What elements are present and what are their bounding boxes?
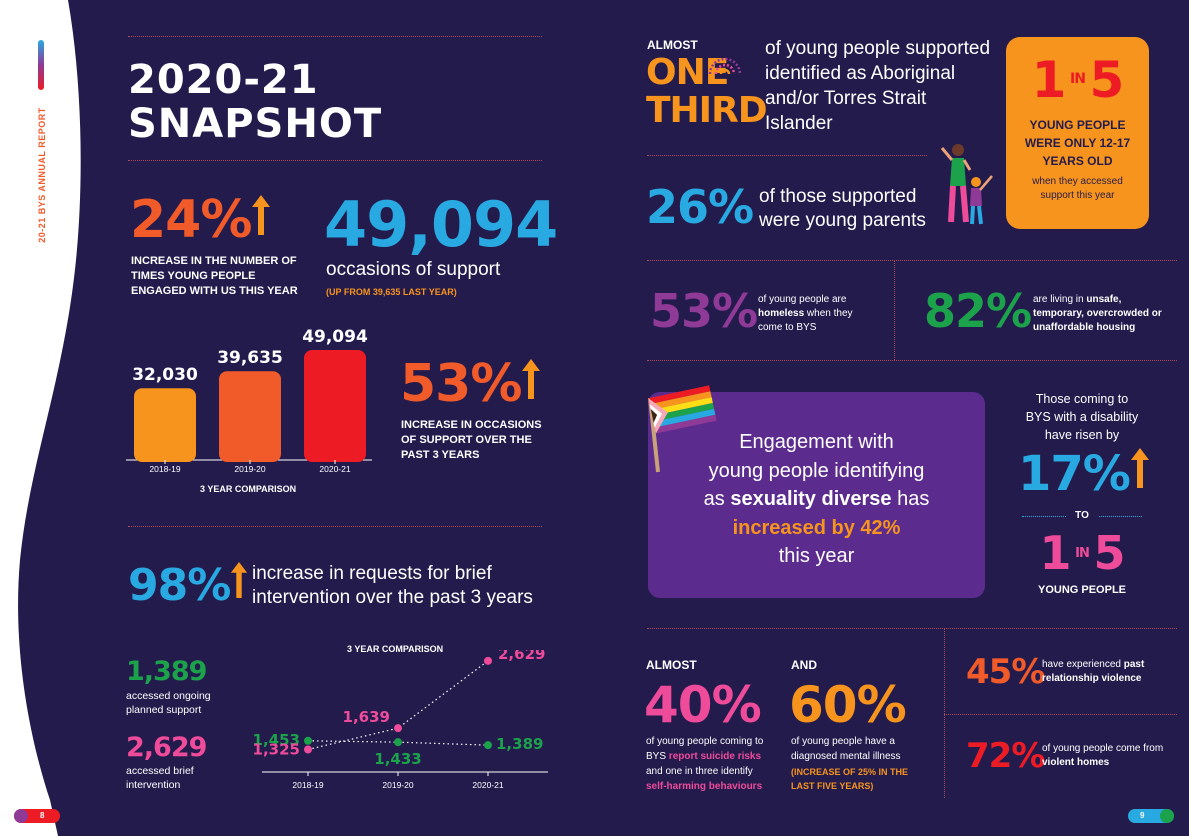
stat-45-value: 45% bbox=[966, 652, 1045, 692]
stat-40-almost: ALMOST bbox=[646, 658, 697, 672]
one-in-five-caps: YOUNG PEOPLE WERE ONLY 12-17 YEARS OLD bbox=[1024, 118, 1131, 168]
stat-53-right-desc: of young people are homeless when they c… bbox=[758, 294, 853, 333]
bar-category-label: 2018-19 bbox=[149, 464, 180, 474]
divider bbox=[894, 260, 895, 360]
line-point bbox=[394, 724, 402, 733]
stat-60-desc: of young people have a diagnosed mental … bbox=[791, 736, 901, 762]
line-point-label: 1,639 bbox=[343, 708, 390, 726]
bar-2018-19 bbox=[134, 388, 196, 462]
up-arrow-icon bbox=[252, 195, 271, 235]
divider bbox=[647, 155, 927, 156]
line-point-label: 1,433 bbox=[374, 750, 421, 768]
disability-to: TO bbox=[1066, 510, 1098, 521]
bar-value-label: 49,094 bbox=[302, 327, 368, 347]
stat-1389-desc: accessed ongoing planned support bbox=[126, 690, 211, 716]
up-arrow-icon bbox=[522, 359, 541, 399]
stat-49094-value: 49,094 bbox=[324, 188, 558, 261]
stat-40-value: 40% bbox=[644, 676, 762, 734]
stat-53-left-value: 53% bbox=[400, 356, 541, 412]
bar-category-label: 2020-21 bbox=[319, 464, 350, 474]
divider bbox=[647, 260, 1177, 261]
one-in-five-numbers: 1 IN 5 bbox=[1031, 51, 1125, 109]
stat-1389-value: 1,389 bbox=[126, 656, 207, 687]
divider bbox=[647, 360, 1177, 361]
divider bbox=[128, 160, 542, 161]
stat-26-desc: of those supported were young parents bbox=[759, 186, 926, 231]
young-parent-illustration bbox=[940, 144, 993, 225]
pride-flag-icon bbox=[648, 385, 717, 473]
line-point-label: 1,325 bbox=[253, 741, 300, 759]
stat-53-right-value: 53% bbox=[650, 284, 758, 338]
one-in-five-box bbox=[1006, 37, 1149, 229]
stat-49094-sub: (UP FROM 39,635 LAST YEAR) bbox=[326, 287, 457, 297]
up-arrow-icon bbox=[231, 562, 248, 598]
one-in-five-desc: when they accessed support this year bbox=[1032, 176, 1123, 201]
line-point bbox=[304, 745, 312, 754]
line-point-label: 1,453 bbox=[253, 731, 300, 749]
line-x-label: 2019-20 bbox=[382, 780, 413, 790]
disability-one-in-five: 1 IN 5 bbox=[1039, 526, 1126, 580]
page-number-right: 9 bbox=[1128, 809, 1174, 823]
sidebar-vertical-text: 20-21 BYS ANNUAL REPORT bbox=[37, 107, 47, 243]
left-wave-decoration bbox=[0, 0, 81, 836]
up-arrow-icon bbox=[1130, 448, 1149, 488]
divider bbox=[128, 526, 542, 527]
stat-60-and: AND bbox=[791, 658, 817, 672]
line-point bbox=[394, 738, 402, 747]
line-chart-caption: 3 YEAR COMPARISON bbox=[347, 644, 444, 654]
divider bbox=[944, 628, 945, 798]
stat-24-desc: INCREASE IN THE NUMBER OF TIMES YOUNG PE… bbox=[131, 255, 298, 297]
disability-young: YOUNG PEOPLE bbox=[1037, 584, 1127, 596]
bar-2019-20 bbox=[219, 371, 281, 462]
stat-2629-value: 2,629 bbox=[126, 732, 207, 763]
line-point bbox=[304, 736, 312, 745]
stat-98-desc: increase in requests for brief intervent… bbox=[252, 563, 533, 608]
third-desc: of young people supported identified as … bbox=[765, 38, 991, 134]
line-point-label: 1,389 bbox=[496, 735, 543, 753]
bar-category-label: 2019-20 bbox=[234, 464, 265, 474]
stat-98-value: 98% bbox=[128, 560, 248, 611]
stat-24-value: 24% bbox=[130, 192, 271, 248]
third-almost: ALMOST bbox=[647, 38, 698, 52]
aboriginal-arch-icon bbox=[708, 57, 742, 75]
disability-value: 17% bbox=[1018, 446, 1150, 502]
divider bbox=[128, 36, 542, 37]
stat-26-value: 26% bbox=[646, 180, 754, 234]
stat-60-sub: (INCREASE OF 25% IN THE LAST FIVE YEARS) bbox=[791, 767, 909, 791]
engagement-panel bbox=[648, 392, 985, 598]
stat-53-left-desc: INCREASE IN OCCASIONS OF SUPPORT OVER TH… bbox=[401, 419, 542, 461]
engagement-text: Engagement with young people identifying… bbox=[703, 431, 930, 567]
page-title: 2020-21 SNAPSHOT bbox=[128, 57, 383, 147]
stat-45-desc: have experienced past relationship viole… bbox=[1042, 659, 1145, 684]
bar-2020-21 bbox=[304, 350, 366, 462]
stat-82-desc: are living in unsafe, temporary, overcro… bbox=[1033, 294, 1162, 333]
divider bbox=[944, 714, 1177, 715]
third-third: THIRD bbox=[646, 90, 768, 131]
stat-72-value: 72% bbox=[966, 736, 1045, 776]
color-bar-decoration bbox=[38, 40, 44, 90]
line-point bbox=[484, 656, 492, 665]
page-number-left: 8 bbox=[14, 809, 60, 823]
stat-40-desc: of young people coming to BYS report sui… bbox=[646, 736, 764, 792]
stat-82-value: 82% bbox=[924, 284, 1032, 338]
bar-value-label: 39,635 bbox=[217, 348, 283, 368]
stat-49094-desc: occasions of support bbox=[326, 259, 501, 280]
disability-desc: Those coming to BYS with a disability ha… bbox=[1025, 392, 1139, 442]
stat-72-desc: of young people come from violent homes bbox=[1042, 743, 1164, 768]
bar-value-label: 32,030 bbox=[132, 365, 198, 385]
stat-2629-desc: accessed brief intervention bbox=[126, 765, 194, 791]
line-x-label: 2020-21 bbox=[472, 780, 503, 790]
line-series-1 bbox=[307, 660, 489, 751]
line-point-label: 2,629 bbox=[498, 650, 545, 663]
stat-60-value: 60% bbox=[789, 676, 907, 734]
line-point bbox=[484, 741, 492, 750]
line-chart: 2018-19 2019-20 2020-21 1,453 1,433 1,389 1,32… bbox=[253, 650, 548, 790]
divider bbox=[647, 628, 1177, 629]
line-x-label: 2018-19 bbox=[292, 780, 323, 790]
bar-chart: 32,030 2018-19 39,635 2019-20 49,094 2020-21 bbox=[126, 327, 372, 474]
bar-chart-caption: 3 YEAR COMPARISON bbox=[200, 484, 297, 494]
